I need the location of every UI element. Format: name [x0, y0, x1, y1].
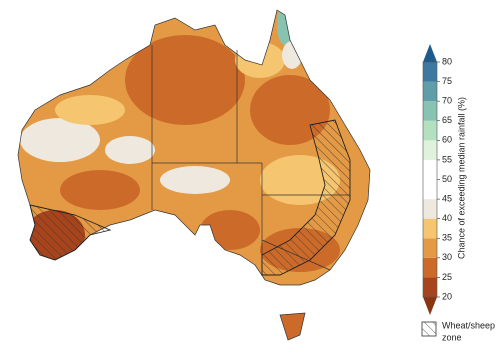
legend-label: Wheat/sheep [442, 320, 495, 330]
colorbar-tick-label: 35 [442, 233, 452, 243]
colorbar-tick-label: 20 [442, 291, 452, 301]
colorbar-segment [423, 159, 437, 180]
colorbar-tick-label: 65 [442, 115, 452, 125]
colorbar-tick-label: 55 [442, 154, 452, 164]
colorbar: 20 25 30 35 40 45 50 55 60 65 70 75 80 [422, 44, 452, 315]
colorbar-segment [423, 81, 437, 102]
colorbar-tick-label: 50 [442, 174, 452, 184]
colorbar-segment [423, 277, 437, 297]
colorbar-tick-label: 75 [442, 76, 452, 86]
colorbar-tick-label: 60 [442, 135, 452, 145]
colorbar-segment [423, 218, 437, 239]
colorbar-tick-label: 80 [442, 56, 452, 66]
colorbar-under [423, 297, 437, 315]
colorbar-segment [423, 199, 437, 219]
colorbar-label: Chance of exceeding median rainfall (%) [456, 97, 466, 259]
australia-map [17, 9, 371, 341]
colorbar-tick-label: 25 [442, 272, 452, 282]
colorbar-segment [423, 179, 437, 200]
colorbar-over [423, 44, 437, 62]
colorbar-tick-label: 40 [442, 213, 452, 223]
colorbar-segment [423, 101, 437, 121]
colorbar-segment [423, 62, 437, 82]
colorbar-segment [423, 238, 437, 258]
colorbar-tick-label: 70 [442, 96, 452, 106]
colorbar-segment [423, 257, 437, 278]
legend-label: zone [442, 332, 462, 342]
legend-swatch [421, 321, 437, 337]
colorbar-tick-label: 45 [442, 193, 452, 203]
colorbar-tick-label: 30 [442, 252, 452, 262]
colorbar-segment [423, 120, 437, 141]
colorbar-segment [423, 140, 437, 160]
